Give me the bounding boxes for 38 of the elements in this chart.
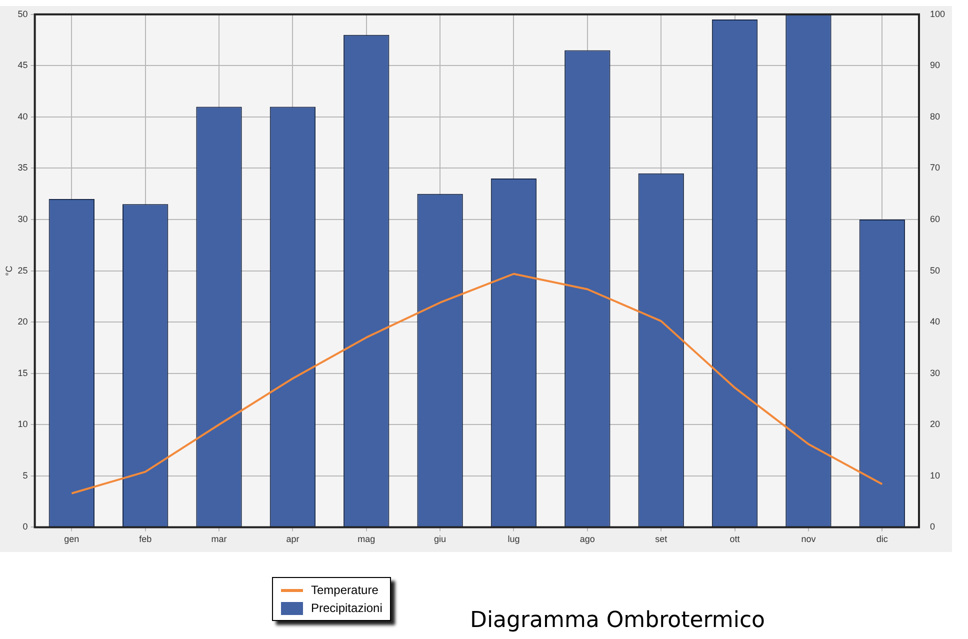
y2-tick-label: 50 — [930, 265, 940, 276]
x-tick-label: set — [655, 534, 668, 544]
y-tick-label: 0 — [22, 522, 28, 532]
y2-tick-label: 100 — [930, 8, 946, 19]
x-tick-label: mar — [211, 534, 227, 544]
y-tick-label: 35 — [18, 162, 28, 173]
y-tick-label: 45 — [18, 60, 28, 70]
y-tick-label: 40 — [18, 111, 28, 122]
y-axis-title: °C — [4, 265, 14, 276]
x-tick-label: lug — [508, 534, 520, 544]
x-tick-label: ott — [730, 534, 740, 544]
x-tick-label: nov — [801, 534, 816, 544]
y2-tick-label: 90 — [930, 60, 940, 70]
y2-tick-label: 20 — [930, 419, 940, 430]
y-tick-label: 10 — [18, 419, 28, 430]
y-tick-label: 5 — [22, 470, 28, 480]
y-tick-label: 20 — [18, 316, 28, 327]
x-tick-label: gen — [64, 534, 80, 544]
y2-tick-label: 30 — [930, 368, 940, 378]
y-tick-label: 15 — [18, 368, 28, 378]
x-tick-label: mag — [358, 534, 376, 544]
text: Diagramma Ombrotermico — [470, 608, 766, 633]
y2-tick-label: 60 — [930, 214, 940, 224]
y2-tick-label: 70 — [930, 162, 940, 173]
legend-label: Precipitazioni — [311, 601, 382, 615]
y-tick-label: 25 — [18, 265, 28, 276]
x-tick-label: apr — [286, 534, 300, 544]
x-tick-label: giu — [434, 534, 446, 544]
x-tick-label: feb — [139, 534, 152, 544]
y-tick-label: 50 — [18, 8, 28, 19]
x-tick-label: dic — [876, 534, 888, 544]
y2-tick-label: 10 — [930, 470, 940, 480]
y2-tick-label: 0 — [930, 522, 935, 532]
y2-tick-label: 80 — [930, 111, 940, 122]
y2-tick-label: 40 — [930, 316, 940, 327]
legend-label: Temperature — [311, 583, 378, 597]
y-tick-label: 30 — [18, 214, 28, 224]
x-tick-label: ago — [580, 534, 595, 544]
